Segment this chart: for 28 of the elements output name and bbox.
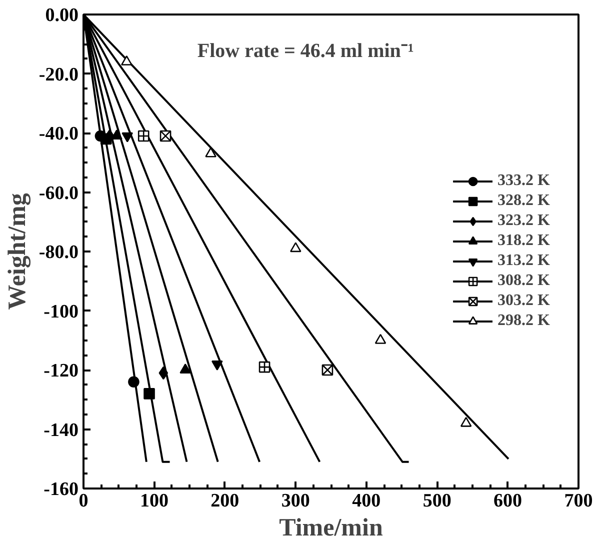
annotation: Flow rate = 46.4 ml min⁻¹ <box>197 40 414 62</box>
x-tick-label: 500 <box>422 490 452 512</box>
legend-label: 328.2 K <box>498 191 550 211</box>
y-tick-label: -100 <box>44 301 78 322</box>
x-tick-label: 700 <box>564 490 593 512</box>
y-tick-label: -80.0 <box>38 242 78 263</box>
y-tick-label: -40.0 <box>38 124 78 144</box>
legend-label: 318.2 K <box>498 231 550 251</box>
y-tick-label: 0.00 <box>45 5 78 26</box>
x-tick-label: 600 <box>494 490 522 512</box>
x-tick-label: 200 <box>210 490 240 512</box>
y-tick-label: -60.0 <box>38 182 78 204</box>
y-tick-label: -20.0 <box>38 64 78 86</box>
legend-label: 303.2 K <box>498 291 550 311</box>
legend-label: 313.2 K <box>498 251 550 271</box>
x-tick-label: 0 <box>78 490 88 512</box>
y-tick-label: -140 <box>44 420 78 441</box>
x-tick-label: 100 <box>140 490 168 512</box>
y-tick-label: -120 <box>44 360 78 382</box>
legend-label: 298.2 K <box>498 311 550 331</box>
y-tick-label: -160 <box>44 479 78 500</box>
x-axis-title: Time/min <box>279 514 383 542</box>
y-axis-title: Weight/mg <box>4 192 31 310</box>
legend-label: 308.2 K <box>498 271 550 291</box>
legend-label: 323.2 K <box>498 211 550 231</box>
x-tick-label: 400 <box>352 490 381 512</box>
legend-label: 333.2 K <box>498 171 550 191</box>
x-tick-label: 300 <box>281 490 310 512</box>
